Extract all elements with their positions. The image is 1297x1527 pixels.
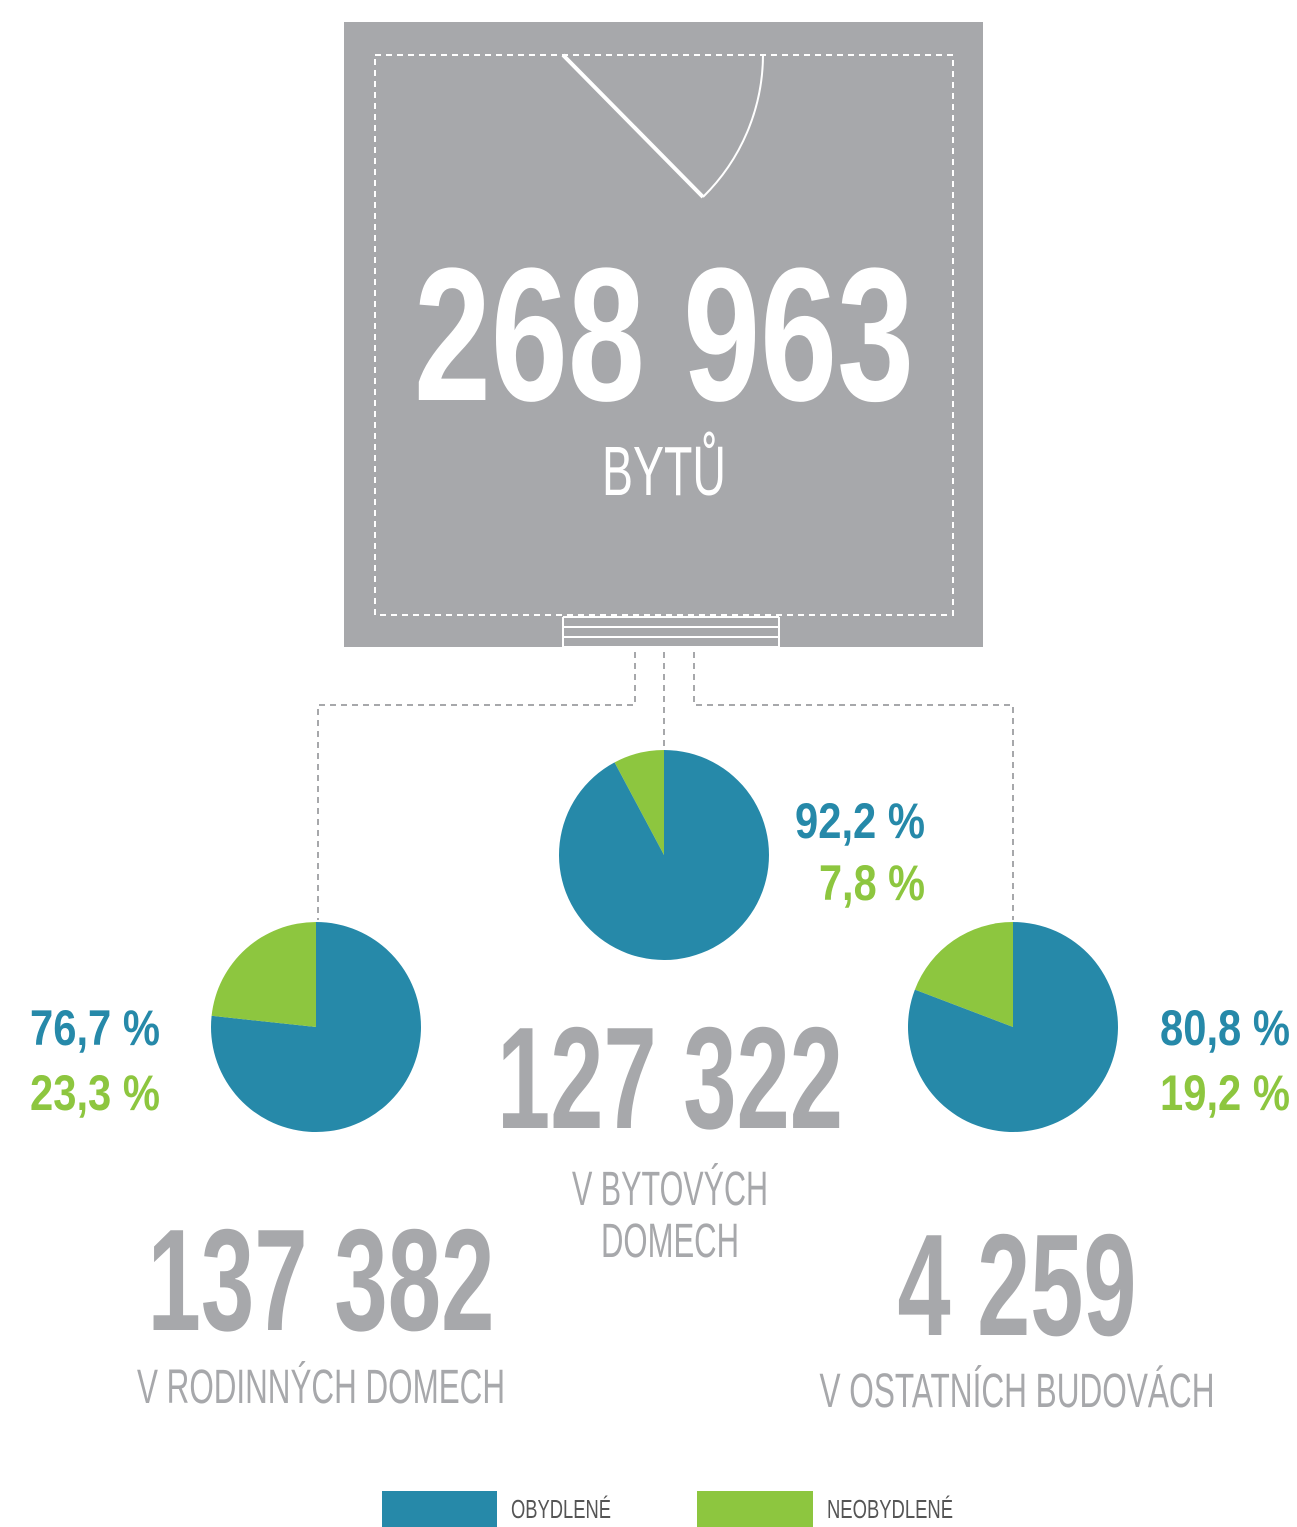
legend-label: OBYDLENÉ xyxy=(511,1494,611,1524)
pie-title: 127 322 xyxy=(497,997,843,1159)
room-inner-wall xyxy=(374,54,954,616)
room-box xyxy=(344,22,983,647)
pie-subtitle: V RODINNÝCH DOMECH xyxy=(137,1361,505,1414)
pie-slice xyxy=(211,922,316,1027)
connectors xyxy=(317,652,1014,920)
window xyxy=(562,616,780,648)
pie-title: 137 382 xyxy=(148,1199,495,1361)
door-leaf xyxy=(561,53,705,199)
pie-slice xyxy=(614,750,664,855)
value-label: 19,2 % xyxy=(1160,1065,1290,1121)
pie-subtitle: V OSTATNÍCH BUDOVÁCH xyxy=(820,1365,1215,1418)
pie-subtitle: DOMECH xyxy=(601,1215,739,1268)
value-label: 7,8 % xyxy=(819,855,925,911)
door-swing xyxy=(702,54,764,198)
value-label: 92,2 % xyxy=(795,793,925,849)
pie-slice xyxy=(914,922,1013,1027)
legend-swatch xyxy=(697,1491,813,1527)
pie-subtitle: V BYTOVÝCH xyxy=(572,1163,768,1216)
pie-title: 4 259 xyxy=(898,1204,1137,1366)
total-unit: BYTŮ xyxy=(602,431,726,510)
value-label: 23,3 % xyxy=(30,1065,160,1121)
value-label: 80,8 % xyxy=(1160,1000,1290,1056)
legend-swatch xyxy=(382,1491,497,1527)
legend-label: NEOBYDLENÉ xyxy=(827,1494,953,1524)
value-label: 76,7 % xyxy=(30,1000,160,1056)
total-number: 268 963 xyxy=(414,229,914,441)
